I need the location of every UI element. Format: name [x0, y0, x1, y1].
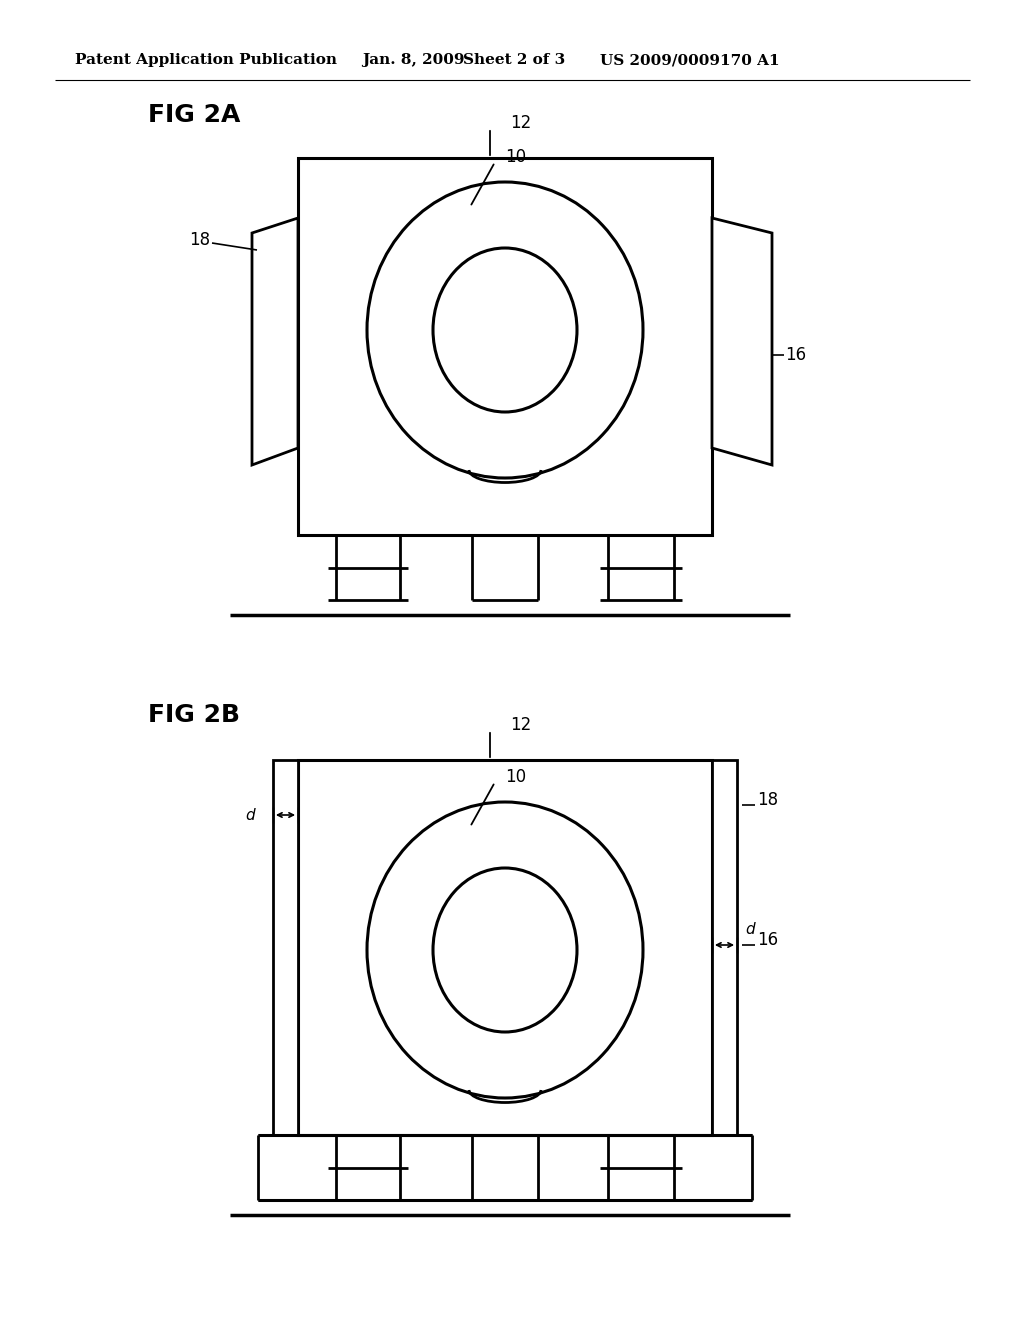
Text: Patent Application Publication: Patent Application Publication — [75, 53, 337, 67]
Ellipse shape — [367, 182, 643, 478]
Text: 18: 18 — [757, 791, 778, 809]
Ellipse shape — [367, 803, 643, 1098]
Text: d: d — [246, 808, 255, 822]
Bar — [298, 760, 712, 1135]
Text: FIG 2B: FIG 2B — [148, 704, 240, 727]
Text: US 2009/0009170 A1: US 2009/0009170 A1 — [600, 53, 779, 67]
Text: Jan. 8, 2009: Jan. 8, 2009 — [362, 53, 465, 67]
Text: d: d — [745, 921, 755, 936]
Polygon shape — [252, 218, 298, 465]
Bar — [273, 760, 298, 1135]
Text: 12: 12 — [510, 715, 531, 734]
Text: 12: 12 — [510, 114, 531, 132]
Text: 10: 10 — [505, 768, 526, 785]
Polygon shape — [712, 218, 772, 465]
Text: 16: 16 — [757, 931, 778, 949]
Ellipse shape — [433, 869, 577, 1032]
Text: Sheet 2 of 3: Sheet 2 of 3 — [463, 53, 565, 67]
Ellipse shape — [433, 248, 577, 412]
Text: 16: 16 — [785, 346, 806, 364]
Text: FIG 2A: FIG 2A — [148, 103, 241, 127]
Bar — [712, 760, 737, 1135]
Text: 10: 10 — [505, 148, 526, 166]
Text: 18: 18 — [188, 231, 210, 249]
Bar — [298, 158, 712, 535]
